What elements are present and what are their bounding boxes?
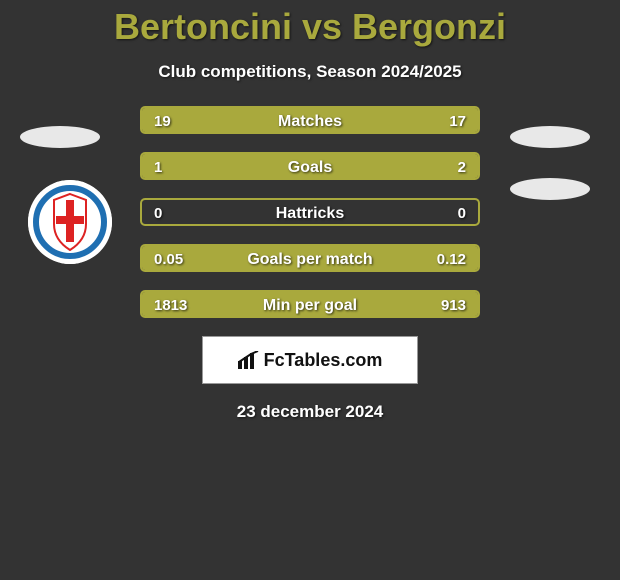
player-right-avatar	[510, 126, 590, 148]
stats-comparison: 1917Matches 12Goals 00Hattricks 0.050.12Goa…	[140, 106, 480, 318]
subtitle: Club competitions, Season 2024/2025	[0, 62, 620, 82]
stat-label: Goals	[142, 154, 478, 180]
brand-text: FcTables.com	[264, 350, 383, 371]
stat-row: 0.050.12Goals per match	[140, 244, 480, 272]
stat-row: 1917Matches	[140, 106, 480, 134]
stat-row: 12Goals	[140, 152, 480, 180]
club-left-badge	[28, 180, 112, 264]
brand-box: FcTables.com	[202, 336, 418, 384]
date-text: 23 december 2024	[0, 402, 620, 422]
stat-row: 1813913Min per goal	[140, 290, 480, 318]
stat-label: Min per goal	[142, 292, 478, 318]
player-left-avatar	[20, 126, 100, 148]
page-title: Bertoncini vs Bergonzi	[0, 0, 620, 48]
stat-label: Matches	[142, 108, 478, 134]
club-right-badge	[510, 178, 590, 200]
stat-row: 00Hattricks	[140, 198, 480, 226]
chart-icon	[238, 351, 260, 369]
stat-label: Hattricks	[142, 200, 478, 226]
stat-label: Goals per match	[142, 246, 478, 272]
